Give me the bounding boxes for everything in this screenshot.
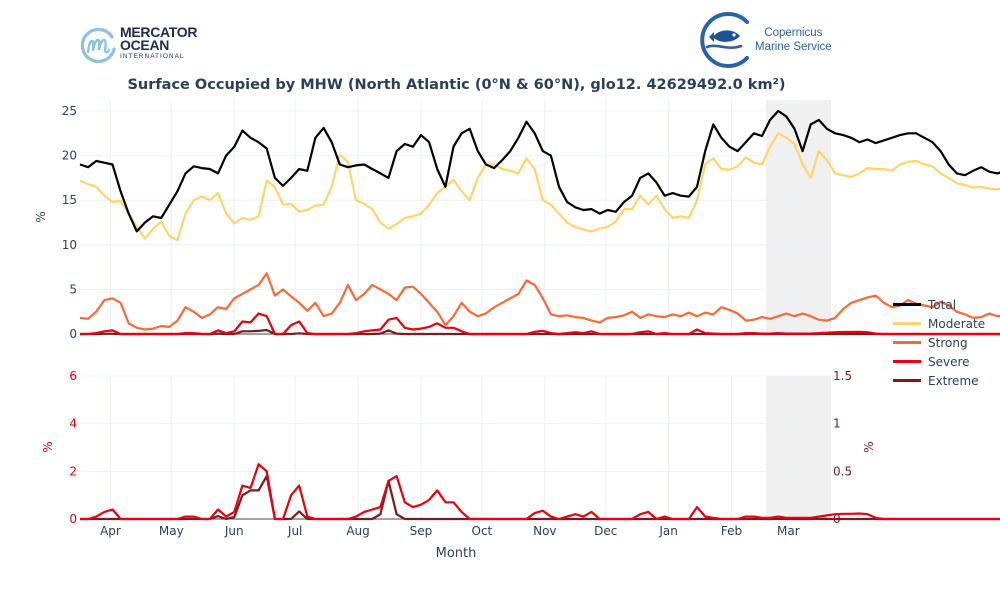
legend: Total Moderate Strong Severe Extreme xyxy=(893,295,985,390)
logo-text-international: INTERNATIONAL xyxy=(120,53,185,60)
top-y-tick-label: 10 xyxy=(62,238,77,252)
legend-swatch-total xyxy=(893,303,921,306)
legend-item-severe[interactable]: Severe xyxy=(893,352,985,371)
x-tick-label: Oct xyxy=(472,524,493,538)
legend-item-strong[interactable]: Strong xyxy=(893,333,985,352)
top-panel: 0 5 10 15 20 25% xyxy=(34,100,1000,341)
bottom-left-y-tick-label: 4 xyxy=(69,417,77,431)
legend-label: Strong xyxy=(928,335,968,350)
x-tick-label: Mar xyxy=(777,524,800,538)
logo-text-copernicus: Copernicus xyxy=(764,27,823,39)
bottom-panel: Apr May Jun Jul Aug Sep Oct Nov Dec Jan Feb Mar 0 2 4 6… xyxy=(41,369,1000,538)
copernicus-fish-emblem-icon xyxy=(700,12,749,68)
x-tick-label: Nov xyxy=(533,524,556,538)
top-y-axis-title: % xyxy=(34,211,48,222)
legend-swatch-moderate xyxy=(893,322,921,325)
legend-item-extreme[interactable]: Extreme xyxy=(893,371,985,390)
x-tick-label: Apr xyxy=(100,524,121,538)
bottom-left-y-axis-title: % xyxy=(41,441,55,452)
top-y-tick-label: 15 xyxy=(62,193,77,207)
legend-swatch-extreme xyxy=(893,379,921,382)
x-tick-label: May xyxy=(159,524,184,538)
logo-text-marine-service: Marine Service xyxy=(755,41,832,53)
legend-swatch-severe xyxy=(893,360,921,363)
bottom-right-y-axis-title: % xyxy=(862,441,876,452)
top-y-tick-label: 0 xyxy=(69,327,77,341)
legend-label: Extreme xyxy=(928,373,979,388)
copernicus-marine-logo: Copernicus Marine Service xyxy=(695,12,835,68)
top-series-strong xyxy=(79,272,1000,331)
copernicus-marine-wordmark: Copernicus Marine Service xyxy=(755,26,832,54)
x-axis-title: Month xyxy=(436,546,477,561)
x-tick-label: Jan xyxy=(658,524,678,538)
bottom-series-severe xyxy=(80,463,1000,521)
x-tick-label: Aug xyxy=(346,524,369,538)
mercator-ocean-emblem-icon xyxy=(80,27,116,63)
legend-item-total[interactable]: Total xyxy=(893,295,985,314)
bottom-right-y-tick-label: 1 xyxy=(833,417,841,431)
top-series-moderate xyxy=(79,132,1000,242)
bottom-left-y-tick-label: 6 xyxy=(69,369,77,383)
x-tick-label: Sep xyxy=(410,524,433,538)
mercator-ocean-logo: MERCATOR OCEAN INTERNATIONAL xyxy=(78,24,208,66)
bottom-right-y-tick-label: 1.5 xyxy=(833,369,852,383)
legend-swatch-strong xyxy=(893,341,921,344)
top-series-severe xyxy=(80,312,1000,336)
logo-text-mercator: MERCATOR xyxy=(120,24,198,40)
top-y-tick-label: 25 xyxy=(62,104,77,118)
legend-item-moderate[interactable]: Moderate xyxy=(893,314,985,333)
bottom-shaded-region xyxy=(766,376,831,519)
top-y-tick-label: 5 xyxy=(69,282,77,296)
legend-label: Total xyxy=(928,297,957,312)
legend-label: Moderate xyxy=(928,316,986,331)
top-series-total xyxy=(79,109,1000,233)
x-tick-label: Feb xyxy=(721,524,742,538)
bottom-left-y-tick-label: 2 xyxy=(69,464,77,478)
x-tick-label: Jun xyxy=(224,524,244,538)
chart-title: Surface Occupied by MHW (North Atlantic … xyxy=(127,77,786,93)
logo-text-ocean: OCEAN xyxy=(120,37,170,53)
mercator-ocean-wordmark: MERCATOR OCEAN xyxy=(120,24,198,53)
x-tick-label: Jul xyxy=(287,524,302,538)
legend-label: Severe xyxy=(928,354,970,369)
x-tick-label: Dec xyxy=(594,524,617,538)
top-shaded-region xyxy=(766,100,831,334)
bottom-right-y-tick-label: 0.5 xyxy=(833,464,852,478)
bottom-left-y-tick-label: 0 xyxy=(69,512,77,526)
top-y-tick-label: 20 xyxy=(62,149,77,163)
